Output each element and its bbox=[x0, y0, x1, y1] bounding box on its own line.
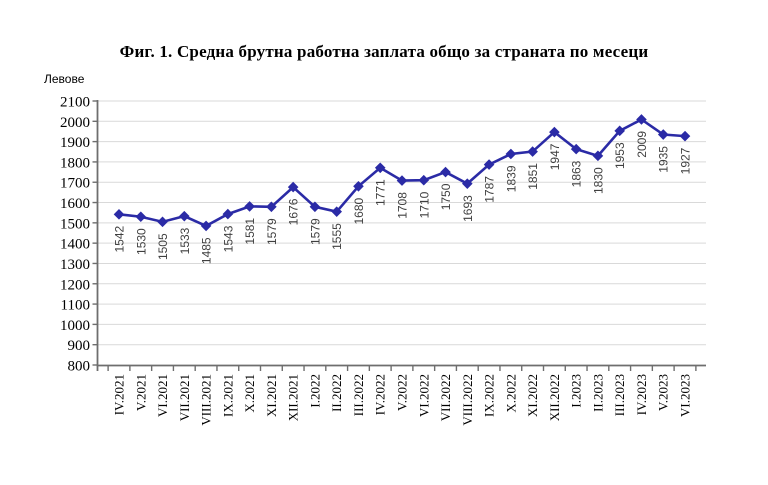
data-label: 1555 bbox=[330, 223, 344, 250]
y-tick-label: 1600 bbox=[60, 196, 90, 212]
data-label: 1693 bbox=[461, 195, 475, 222]
data-point-marker bbox=[396, 175, 408, 186]
y-tick-label: 1000 bbox=[60, 318, 90, 334]
data-point-marker bbox=[179, 210, 190, 222]
x-tick-label: V.2022 bbox=[395, 374, 410, 411]
data-label: 1542 bbox=[113, 225, 127, 252]
x-tick-label: VI.2022 bbox=[416, 374, 431, 417]
x-tick-label: III.2022 bbox=[351, 374, 366, 416]
data-label: 1530 bbox=[134, 228, 148, 255]
y-tick-label: 1700 bbox=[60, 176, 90, 192]
x-tick-label: VII.2021 bbox=[177, 374, 192, 421]
x-tick-label: IV.2023 bbox=[634, 374, 649, 415]
x-tick-label: VI.2023 bbox=[678, 374, 693, 417]
data-point-marker bbox=[135, 211, 147, 223]
data-label: 1581 bbox=[243, 218, 257, 245]
data-label: 1579 bbox=[308, 218, 322, 245]
y-tick-label: 900 bbox=[68, 338, 91, 354]
chart-title: Фиг. 1. Средна брутна работна заплата об… bbox=[119, 42, 649, 61]
x-tick-label: II.2023 bbox=[590, 374, 605, 412]
x-tick-label: V.2021 bbox=[133, 374, 148, 411]
y-tick-label: 1800 bbox=[60, 155, 90, 171]
data-point-marker bbox=[200, 220, 212, 232]
x-tick-label: X.2021 bbox=[242, 374, 257, 413]
data-label: 1863 bbox=[570, 160, 584, 187]
data-point-marker bbox=[287, 181, 299, 193]
y-axis-unit-label: Левове bbox=[44, 72, 85, 86]
data-label: 1680 bbox=[352, 197, 366, 224]
x-tick-label: IV.2021 bbox=[112, 374, 127, 415]
y-tick-label: 1100 bbox=[61, 298, 90, 314]
data-point-marker bbox=[527, 146, 538, 157]
x-tick-label: IX.2022 bbox=[482, 374, 497, 417]
data-label: 1533 bbox=[178, 227, 192, 254]
y-tick-label: 1500 bbox=[60, 216, 90, 232]
data-point-marker bbox=[570, 143, 582, 155]
data-label: 1839 bbox=[504, 165, 518, 192]
data-label: 1771 bbox=[374, 179, 388, 206]
x-tick-label: XI.2021 bbox=[264, 374, 279, 417]
data-point-marker bbox=[636, 114, 647, 125]
data-label: 1710 bbox=[417, 191, 431, 218]
data-point-marker bbox=[266, 201, 277, 213]
data-label: 1505 bbox=[156, 233, 170, 260]
data-label: 1579 bbox=[265, 218, 279, 245]
data-label: 1750 bbox=[439, 183, 453, 210]
data-point-marker bbox=[679, 130, 691, 142]
x-tick-label: VI.2021 bbox=[155, 374, 170, 417]
x-tick-label: III.2023 bbox=[612, 374, 627, 416]
x-tick-label: XII.2022 bbox=[547, 374, 562, 421]
x-tick-label: II.2022 bbox=[329, 374, 344, 412]
y-tick-label: 800 bbox=[68, 359, 91, 375]
data-label: 1947 bbox=[548, 143, 562, 170]
x-tick-label: IV.2022 bbox=[373, 374, 388, 415]
data-label: 1830 bbox=[591, 167, 605, 194]
data-point-marker bbox=[418, 174, 430, 186]
data-label: 1543 bbox=[221, 225, 235, 252]
data-label: 1927 bbox=[679, 147, 693, 174]
data-point-marker bbox=[374, 162, 386, 174]
y-tick-label: 1400 bbox=[60, 237, 90, 253]
data-point-marker bbox=[505, 148, 517, 160]
data-point-marker bbox=[614, 125, 625, 137]
data-label: 2009 bbox=[635, 131, 649, 158]
data-point-marker bbox=[483, 159, 495, 170]
x-tick-label: V.2023 bbox=[656, 374, 671, 411]
x-tick-label: XII.2021 bbox=[286, 374, 301, 421]
y-tick-label: 2000 bbox=[60, 115, 90, 131]
data-point-marker bbox=[222, 208, 234, 220]
data-point-marker bbox=[244, 201, 255, 212]
x-tick-label: VIII.2021 bbox=[199, 374, 214, 426]
data-point-marker bbox=[440, 166, 451, 178]
x-tick-label: XI.2022 bbox=[525, 374, 540, 417]
data-point-marker bbox=[331, 206, 342, 217]
data-point-marker bbox=[592, 150, 604, 162]
x-tick-label: IX.2021 bbox=[220, 374, 235, 417]
data-label: 1485 bbox=[200, 237, 214, 264]
data-label: 1708 bbox=[396, 192, 410, 219]
y-tick-label: 2100 bbox=[60, 95, 90, 111]
y-tick-label: 1900 bbox=[60, 135, 90, 151]
x-tick-label: I.2023 bbox=[569, 374, 584, 408]
x-tick-label: VII.2022 bbox=[438, 374, 453, 421]
data-label: 1851 bbox=[526, 163, 540, 190]
data-point-marker bbox=[353, 180, 364, 192]
data-label: 1935 bbox=[657, 146, 671, 173]
data-point-marker bbox=[657, 129, 669, 140]
y-tick-label: 1200 bbox=[60, 277, 90, 293]
data-point-marker bbox=[309, 201, 321, 213]
data-point-marker bbox=[549, 126, 560, 138]
x-tick-label: VIII.2022 bbox=[460, 374, 475, 426]
data-point-marker bbox=[157, 216, 168, 228]
data-label: 1953 bbox=[613, 142, 627, 169]
x-tick-label: X.2022 bbox=[503, 374, 518, 413]
x-tick-label: I.2022 bbox=[307, 374, 322, 408]
data-label: 1676 bbox=[287, 198, 301, 225]
data-point-marker bbox=[462, 178, 473, 189]
data-label: 1787 bbox=[483, 176, 497, 203]
y-tick-label: 1300 bbox=[60, 257, 90, 273]
data-point-marker bbox=[113, 209, 125, 220]
